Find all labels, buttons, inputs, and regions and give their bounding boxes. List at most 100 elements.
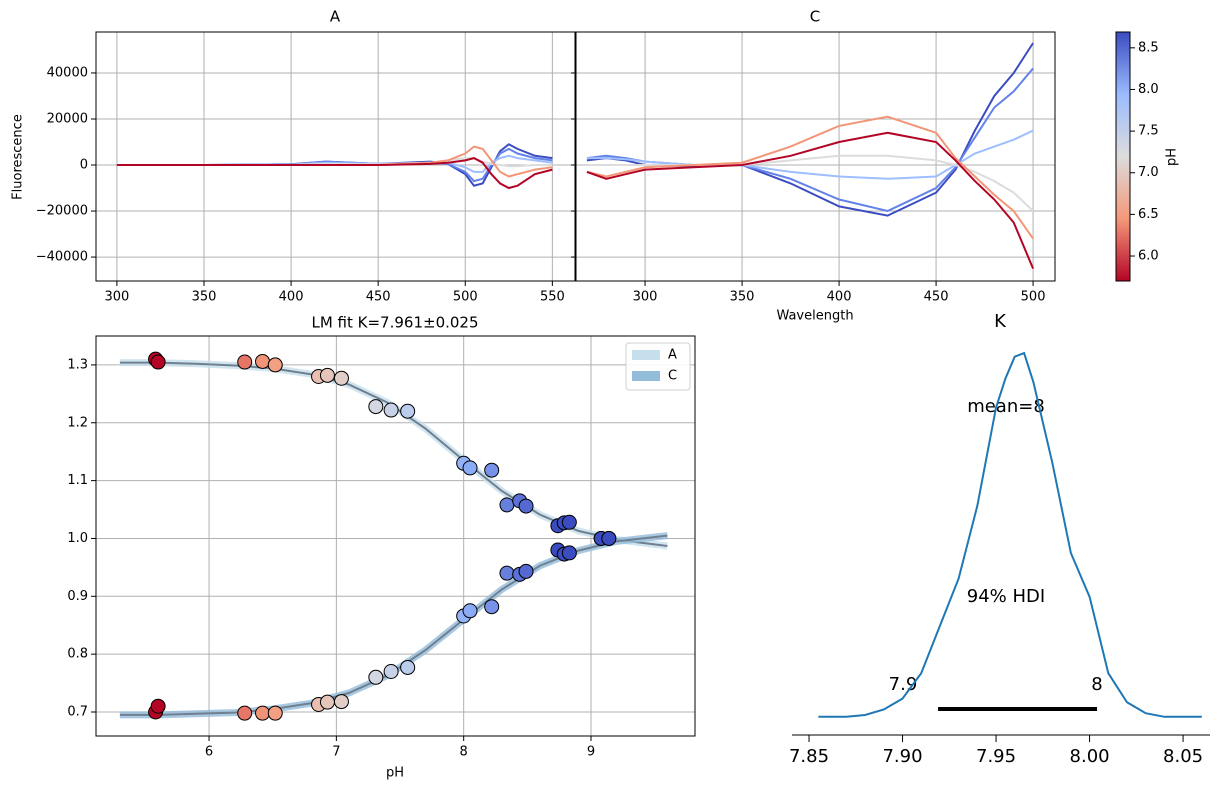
colorbar-tick-label: 8.5 (1138, 40, 1159, 55)
y-axis-label: Fluorescence (11, 114, 26, 200)
data-point (561, 545, 577, 561)
y-tick-label: 0.9 (67, 589, 88, 604)
data-point (518, 498, 534, 514)
fit-line (119, 361, 668, 547)
data-point (601, 530, 617, 546)
y-tick-label: 1.0 (67, 531, 88, 546)
colorbar-tick-label: 6.5 (1138, 207, 1159, 222)
data-point (150, 354, 166, 370)
x-tick-label: 350 (192, 290, 217, 305)
density-line (818, 351, 1202, 718)
x-tick-label: 8 (460, 745, 468, 760)
data-point (400, 659, 416, 675)
fit-band (119, 532, 668, 719)
y-tick-label: −40000 (36, 250, 88, 265)
colorbar-tick-label: 7.5 (1138, 124, 1159, 139)
fit-band (119, 359, 668, 550)
legend-swatch (632, 350, 660, 360)
legend: AC (625, 342, 691, 391)
x-tick-label: 500 (1021, 290, 1046, 305)
data-point (333, 370, 349, 386)
x-tick-label: 7 (332, 745, 340, 760)
data-point (400, 403, 416, 419)
data-point (255, 705, 271, 721)
x-tick-label: 500 (453, 290, 478, 305)
data-point (499, 497, 515, 513)
colorbar-tick-label: 7.0 (1138, 165, 1159, 180)
legend-label: C (668, 369, 677, 384)
colorbar-frame (1115, 31, 1131, 282)
panel-title: C (810, 8, 820, 26)
data-point (518, 563, 534, 579)
y-tick-label: 1.3 (67, 357, 88, 372)
data-point (383, 402, 399, 418)
x-tick-label: 550 (540, 290, 565, 305)
x-tick-label: 300 (104, 290, 129, 305)
colorbar (1116, 32, 1130, 281)
data-point (499, 565, 515, 581)
x-tick-label: 450 (924, 290, 949, 305)
panel-title: LM fit K=7.961±0.025 (311, 314, 478, 332)
spectrum-line (586, 129, 1034, 180)
data-point (150, 698, 166, 714)
y-tick-label: 20000 (47, 111, 88, 126)
x-tick-label: 6 (205, 745, 213, 760)
x-tick-label: 8.00 (1070, 746, 1110, 767)
data-point (319, 367, 335, 383)
y-tick-label: 0.7 (67, 704, 88, 719)
colorbar-tick-label: 8.0 (1138, 82, 1159, 97)
y-tick-label: 0 (80, 158, 88, 173)
data-point (237, 354, 253, 370)
data-point (561, 514, 577, 530)
annotation: 8 (1091, 674, 1102, 695)
data-point (484, 599, 500, 615)
y-tick-label: 40000 (47, 65, 88, 80)
data-point (267, 705, 283, 721)
x-axis-label: pH (386, 766, 404, 781)
data-point (237, 705, 253, 721)
spectrum-line (116, 157, 553, 190)
annotation: 94% HDI (967, 586, 1045, 607)
axes-frame (575, 31, 1056, 282)
panel-title: K (994, 311, 1007, 332)
spectrum-line (586, 42, 1034, 217)
x-tick-label: 400 (827, 290, 852, 305)
data-point (255, 353, 271, 369)
x-tick-label: 450 (366, 290, 391, 305)
data-point (462, 460, 478, 476)
y-tick-label: 0.8 (67, 647, 88, 662)
x-tick-label: 7.90 (882, 746, 922, 767)
data-point (462, 603, 478, 619)
y-tick-label: −20000 (36, 204, 88, 219)
spectrum-line (586, 154, 1034, 212)
annotation: mean=8 (967, 396, 1045, 417)
x-tick-label: 300 (633, 290, 658, 305)
x-tick-label: 400 (279, 290, 304, 305)
x-tick-label: 7.95 (976, 746, 1016, 767)
axes-frame (95, 31, 576, 282)
colorbar-tick-label: 6.0 (1138, 249, 1159, 264)
panel-title: A (330, 8, 341, 26)
spectrum-line (586, 131, 1035, 269)
x-tick-label: 8.05 (1163, 746, 1203, 767)
data-point (267, 357, 283, 373)
data-point (368, 669, 384, 685)
legend-label: A (668, 348, 677, 363)
data-point (333, 694, 349, 710)
y-tick-label: 1.1 (67, 473, 88, 488)
data-point (484, 462, 500, 478)
y-tick-label: 1.2 (67, 415, 88, 430)
spectrum-line (586, 115, 1034, 240)
fit-line (119, 534, 668, 716)
data-point (319, 694, 335, 710)
x-tick-label: 350 (730, 290, 755, 305)
data-point (383, 664, 399, 680)
spectrum-line (586, 67, 1034, 213)
x-tick-label: 9 (587, 745, 595, 760)
colorbar-label: pH (1165, 148, 1180, 166)
axes-frame (95, 335, 696, 737)
x-tick-label: 7.85 (789, 746, 829, 767)
data-point (368, 399, 384, 415)
legend-swatch (632, 371, 660, 381)
